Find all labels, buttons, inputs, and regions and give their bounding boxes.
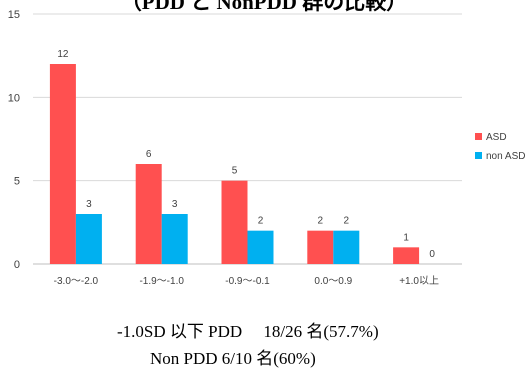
x-tick-label: 0.0〜0.9 [314,276,352,287]
x-tick-label: -0.9〜-0.1 [225,276,270,287]
data-label: 3 [172,199,178,210]
data-label: 3 [86,199,92,210]
x-tick-label: +1.0以上 [399,275,439,287]
data-label: 1 [403,232,409,243]
legend-swatch [475,152,482,159]
legend-label: ASD [486,132,507,143]
data-label: 6 [146,149,152,160]
bar-asd [221,180,248,264]
chart-title: （PDD と NonPDD 群の比較） [120,0,408,14]
bar-non-asd [161,214,188,264]
x-tick-label: -1.9〜-1.0 [139,276,184,287]
bar-non-asd [247,230,274,264]
y-tick-label: 5 [14,176,20,188]
data-label: 5 [232,166,238,177]
data-label: 2 [258,216,264,227]
y-tick-label: 15 [8,9,20,21]
bar-non-asd [333,230,360,264]
bar-asd [307,230,334,264]
data-label: 0 [429,249,435,260]
bar-asd [393,247,420,264]
bar-asd [49,64,76,264]
summary-caption-pdd: -1.0SD 以下 PDD 18/26 名(57.7%) [117,322,379,341]
bar-non-asd [75,214,102,264]
y-tick-label: 10 [8,92,20,104]
summary-caption-non-pdd: Non PDD 6/10 名(60%) [150,349,316,368]
legend-label: non ASD [486,151,525,162]
data-label: 2 [344,216,350,227]
data-label: 12 [57,49,69,60]
bar-asd [135,164,162,264]
bar-chart: 051015123-3.0〜-2.063-1.9〜-1.052-0.9〜-0.1… [8,9,526,287]
y-tick-label: 0 [14,259,20,271]
data-label: 2 [318,216,324,227]
x-tick-label: -3.0〜-2.0 [54,276,99,287]
legend-swatch [475,133,482,140]
